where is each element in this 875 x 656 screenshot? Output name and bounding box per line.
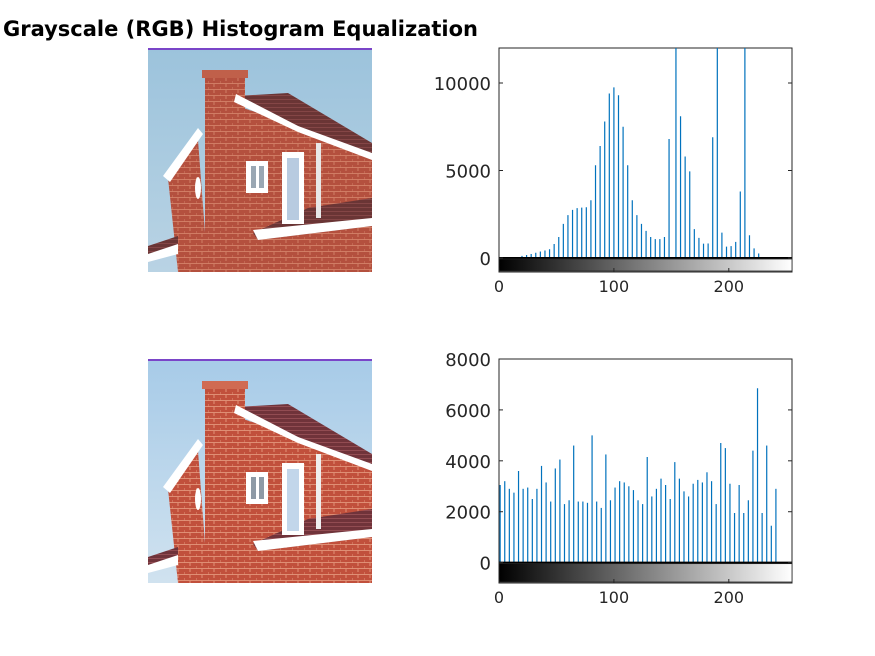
- y-tick-label: 6000: [445, 401, 491, 422]
- y-tick-label: 0: [480, 554, 491, 575]
- x-tick-label: 200: [714, 588, 745, 607]
- y-tick-label: 5000: [445, 162, 491, 183]
- equalized-house-photo: [148, 359, 372, 583]
- y-tick-label: 8000: [445, 350, 491, 371]
- y-tick-label: 0: [480, 249, 491, 270]
- y-tick-label: 2000: [445, 503, 491, 524]
- y-tick-label: 4000: [445, 452, 491, 473]
- original-house-photo: [148, 48, 372, 272]
- x-tick-label: 0: [494, 277, 504, 296]
- histogram-equalized: 0 2000 4000 6000 8000 0 100 200: [445, 350, 793, 607]
- figure-title: Grayscale (RGB) Histogram Equalization: [3, 17, 478, 41]
- x-tick-label: 0: [494, 588, 504, 607]
- x-tick-label: 100: [599, 588, 630, 607]
- grayscale-colorbar: [498, 258, 793, 272]
- x-tick-label: 100: [599, 277, 630, 296]
- histogram-original: 0 5000 10000 0 100 200: [434, 47, 793, 296]
- grayscale-colorbar: [498, 563, 793, 583]
- y-tick-label: 10000: [434, 74, 491, 95]
- x-tick-label: 200: [714, 277, 745, 296]
